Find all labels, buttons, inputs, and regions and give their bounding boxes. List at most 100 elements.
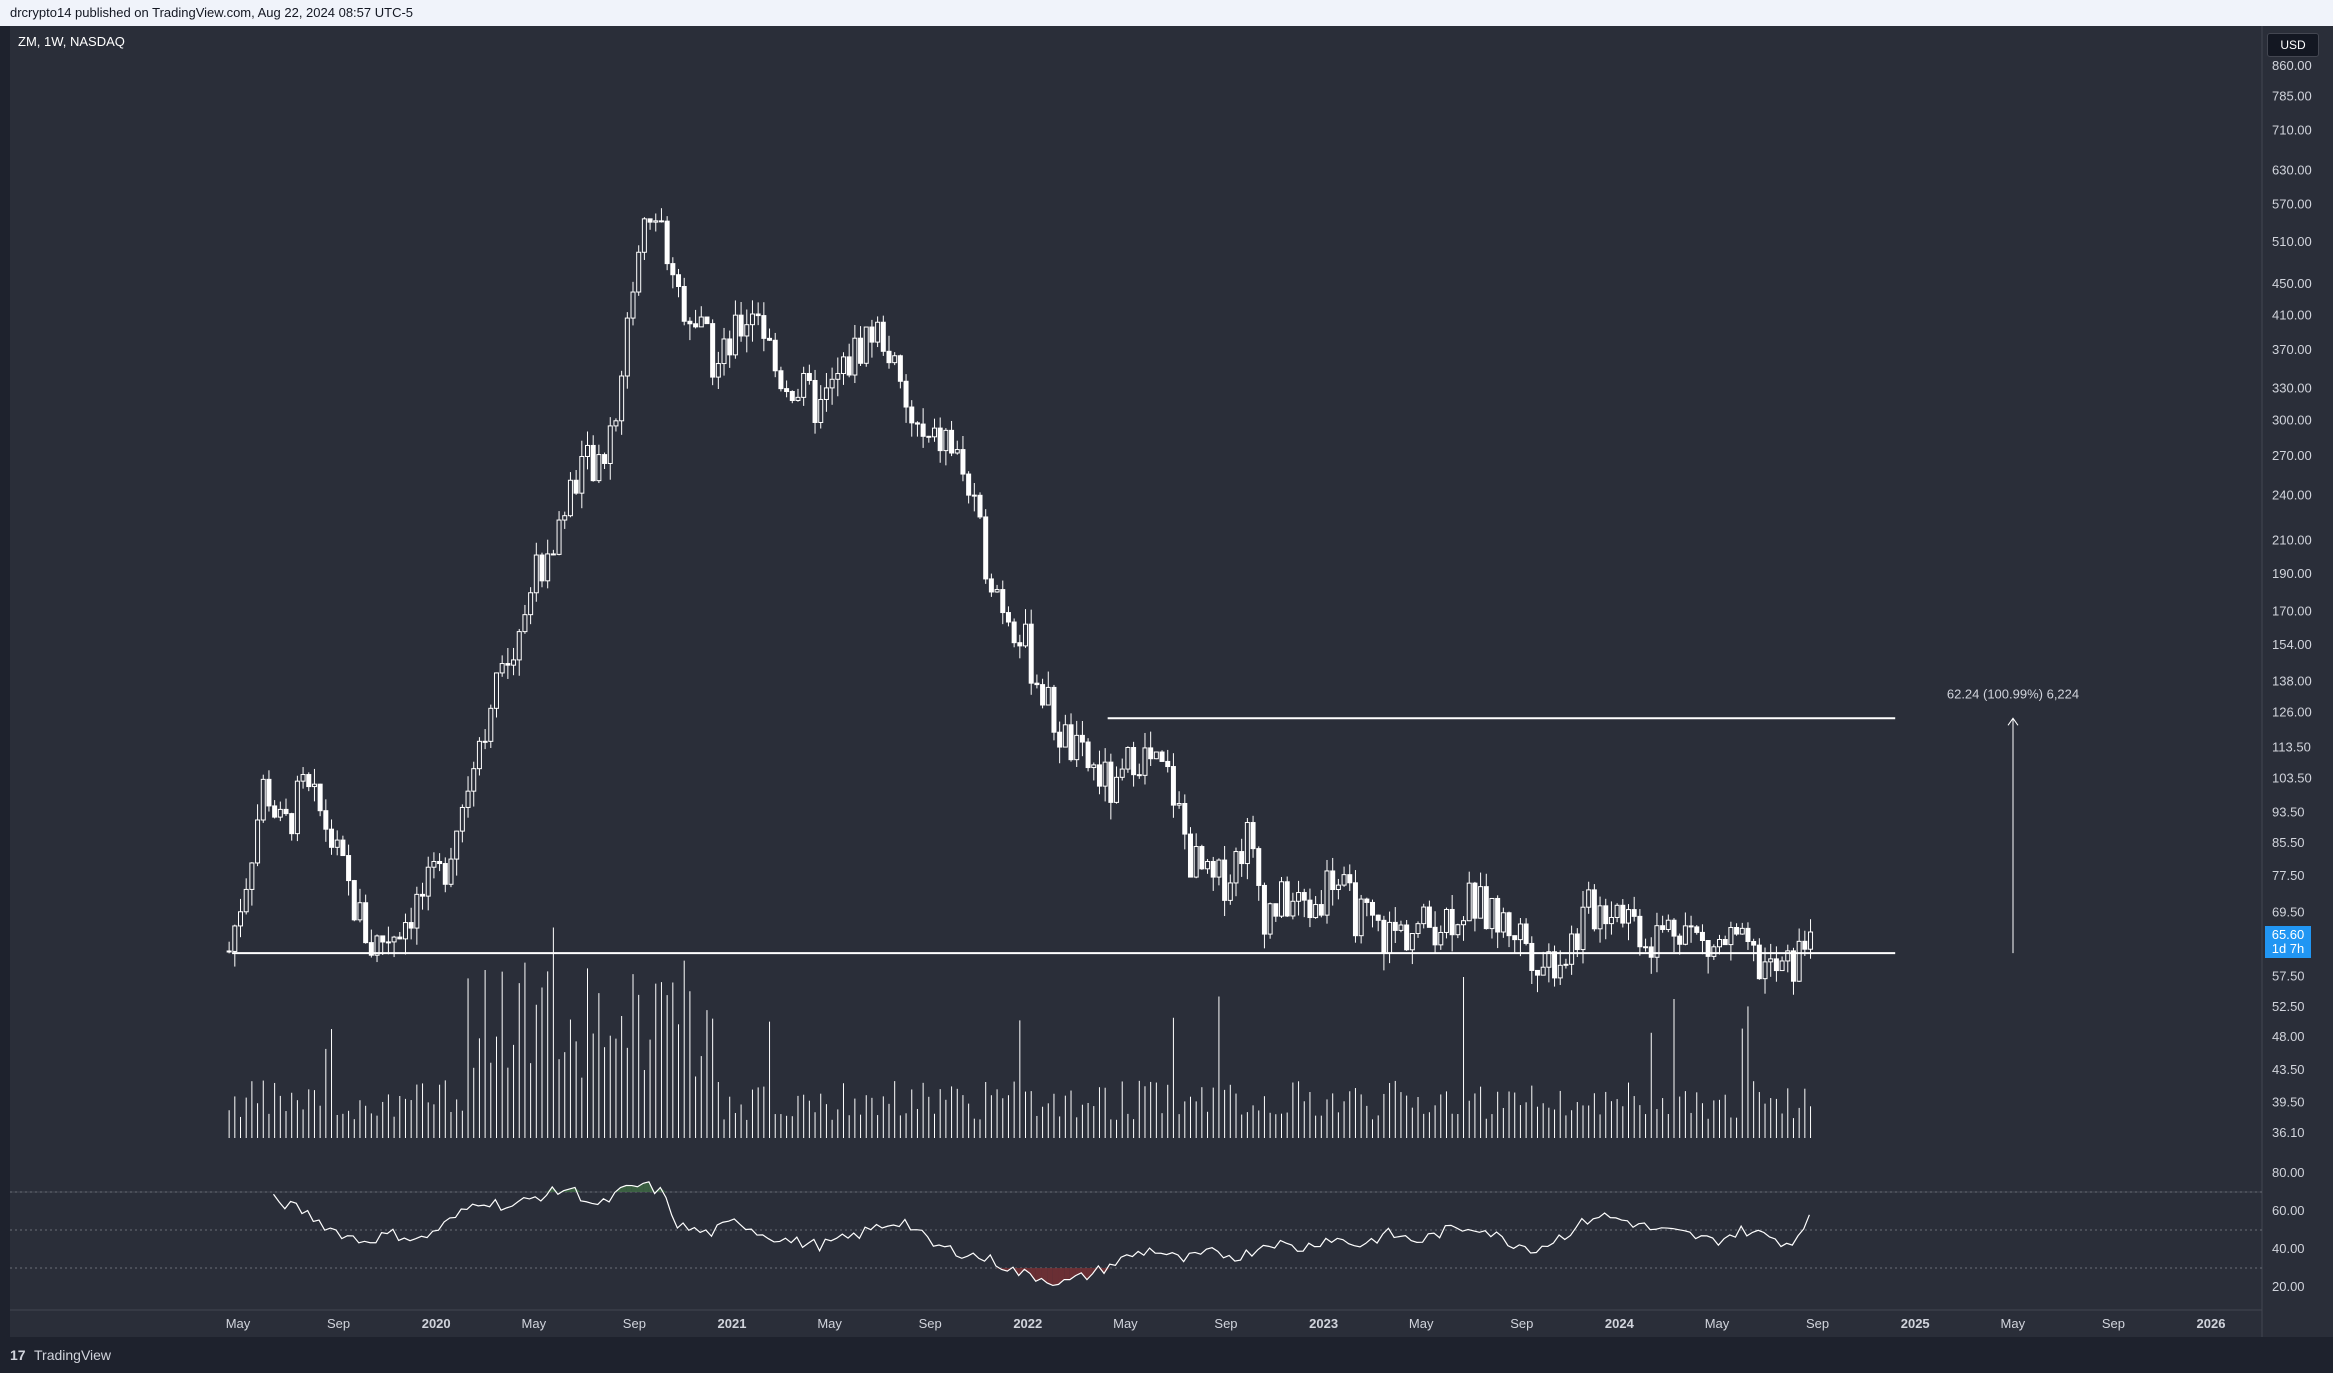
candle-body — [607, 425, 613, 464]
price-axis[interactable]: 860.00 785.00 710.00 630.00 570.00 510.00 450.… — [2272, 58, 2312, 1140]
candle-body — [619, 375, 625, 422]
measure-arrow-head — [2007, 717, 2019, 726]
candle-body — [653, 220, 659, 223]
rsi-axis-tick: 60.00 — [2272, 1203, 2305, 1218]
candle-body — [585, 444, 591, 457]
candle-body — [1273, 903, 1279, 917]
candle-body — [1483, 886, 1489, 930]
candle-body — [1023, 623, 1029, 647]
candle-body — [1040, 684, 1046, 706]
candle-body — [1210, 860, 1216, 878]
candle-body — [1569, 933, 1575, 965]
rsi-oversold-fill — [1069, 1268, 1076, 1280]
candle-body — [875, 321, 881, 343]
candle-body — [954, 449, 960, 454]
candle-body — [829, 378, 835, 389]
candle-body — [949, 429, 955, 454]
candle-body — [892, 355, 898, 364]
time-axis-tick: 2022 — [1013, 1316, 1042, 1331]
candle-body — [732, 314, 738, 356]
time-axis[interactable]: May Sep 2020 May Sep 2021 May Sep 2022 May Sep 2023… — [226, 1316, 2226, 1331]
candle-body — [1523, 923, 1529, 944]
tradingview-brand[interactable]: TradingView — [34, 1347, 112, 1363]
candle-body — [1563, 963, 1569, 966]
candle-body — [511, 659, 517, 666]
price-axis-tick: 240.00 — [2272, 488, 2312, 503]
price-axis-tick: 710.00 — [2272, 123, 2312, 138]
tradingview-logo-icon[interactable]: 17 — [10, 1347, 26, 1363]
candle-body — [1028, 623, 1034, 684]
candle-body — [909, 406, 915, 424]
candle-body — [869, 326, 875, 343]
candle-body — [1153, 751, 1159, 760]
candle-body — [1375, 914, 1381, 921]
candle-body — [772, 339, 778, 372]
candle-body — [294, 780, 300, 835]
candle-body — [1233, 851, 1239, 884]
candle-body — [1358, 898, 1364, 937]
candle-body — [1603, 905, 1609, 925]
time-axis-tick: Sep — [1214, 1316, 1237, 1331]
candle-body — [932, 427, 938, 438]
candle-body — [1074, 734, 1080, 761]
candle-body — [414, 893, 420, 929]
candle-body — [852, 337, 858, 376]
candle-body — [1165, 760, 1171, 768]
candle-body — [1512, 935, 1518, 941]
candle-body — [1438, 931, 1444, 946]
time-axis-tick: May — [1113, 1316, 1138, 1331]
price-chart[interactable]: 62.24 (100.99%) 6,224 860.00 785.00 710.00… — [0, 0, 2333, 1337]
candle-body — [1199, 846, 1205, 870]
candle-body — [715, 363, 721, 378]
candle-body — [493, 672, 499, 709]
candle-body — [1170, 766, 1176, 806]
candle-body — [1808, 931, 1814, 950]
price-axis-tick: 510.00 — [2272, 234, 2312, 249]
candle-body — [1631, 909, 1637, 917]
price-axis-tick: 860.00 — [2272, 58, 2312, 73]
symbol-label[interactable]: ZM, 1W, NASDAQ — [18, 34, 125, 49]
candle-body — [602, 454, 608, 464]
candle-body — [1688, 925, 1694, 928]
candle-body — [1802, 940, 1808, 950]
rsi-axis-tick: 20.00 — [2272, 1279, 2305, 1294]
candle-body — [471, 768, 477, 792]
currency-badge[interactable]: USD — [2267, 33, 2319, 57]
candle-body — [499, 663, 505, 674]
rsi-line — [273, 1181, 1810, 1287]
candle-body — [1495, 897, 1501, 933]
drawing-tools[interactable]: 62.24 (100.99%) 6,224 — [232, 686, 2079, 955]
candle-body — [1534, 969, 1540, 976]
candle-body — [687, 320, 693, 325]
candle-body — [1580, 906, 1586, 951]
candle-body — [1608, 916, 1614, 925]
candle-body — [1415, 923, 1421, 935]
candle-body — [385, 941, 391, 944]
candle-body — [1244, 822, 1250, 865]
candle-body — [1318, 904, 1324, 916]
candle-body — [1489, 897, 1495, 930]
candle-body — [465, 790, 471, 808]
time-axis-tick: 2024 — [1605, 1316, 1635, 1331]
candle-body — [1142, 747, 1148, 776]
chart-pane[interactable] — [10, 26, 2333, 1337]
rsi-axis-tick: 40.00 — [2272, 1241, 2305, 1256]
rsi-axis[interactable]: 80.00 60.00 40.00 20.00 — [2272, 1165, 2305, 1294]
candle-body — [1313, 904, 1319, 919]
price-axis-tick: 77.50 — [2272, 868, 2305, 883]
price-axis-tick: 154.00 — [2272, 637, 2312, 652]
candle-body — [971, 494, 977, 497]
candle-body — [1261, 884, 1267, 935]
candle-body — [1790, 950, 1796, 982]
candle-body — [1625, 909, 1631, 924]
candle-body — [767, 337, 773, 341]
candle-body — [1751, 941, 1757, 946]
candle-body — [676, 274, 682, 287]
candle-body — [1284, 881, 1290, 917]
candle-body — [983, 516, 989, 580]
candle-body — [408, 922, 414, 929]
candle-body — [613, 420, 619, 427]
candle-body — [806, 372, 812, 381]
candle-body — [311, 783, 317, 788]
candle-body — [249, 862, 255, 890]
